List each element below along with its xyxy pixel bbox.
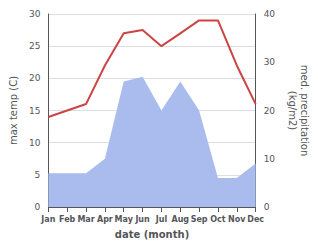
svg-text:25: 25 <box>29 41 40 51</box>
svg-text:10: 10 <box>264 154 276 164</box>
svg-text:Apr: Apr <box>97 215 113 224</box>
svg-text:40: 40 <box>264 9 276 19</box>
svg-text:Aug: Aug <box>171 215 189 224</box>
svg-text:Jan: Jan <box>40 215 55 224</box>
svg-text:30: 30 <box>29 9 41 19</box>
svg-text:Oct: Oct <box>210 215 226 224</box>
svg-text:May: May <box>115 215 134 224</box>
svg-text:15: 15 <box>29 106 40 116</box>
svg-text:5: 5 <box>35 170 41 180</box>
svg-text:med. precipitation: med. precipitation <box>299 65 310 157</box>
svg-text:Mar: Mar <box>77 215 94 224</box>
svg-text:30: 30 <box>264 57 276 67</box>
svg-text:10: 10 <box>29 138 41 148</box>
svg-text:Sep: Sep <box>191 215 208 224</box>
svg-text:20: 20 <box>264 106 276 116</box>
svg-text:0: 0 <box>35 202 41 212</box>
svg-text:date (month): date (month) <box>115 229 189 240</box>
svg-text:Nov: Nov <box>228 215 246 224</box>
svg-text:Feb: Feb <box>59 215 76 224</box>
svg-text:20: 20 <box>29 73 41 83</box>
svg-text:Jun: Jun <box>134 215 150 224</box>
svg-text:Dec: Dec <box>247 215 264 224</box>
svg-text:(kg/m2): (kg/m2) <box>287 91 298 131</box>
svg-text:max temp (C): max temp (C) <box>8 76 19 145</box>
svg-text:0: 0 <box>264 202 270 212</box>
svg-text:Jul: Jul <box>155 215 168 224</box>
